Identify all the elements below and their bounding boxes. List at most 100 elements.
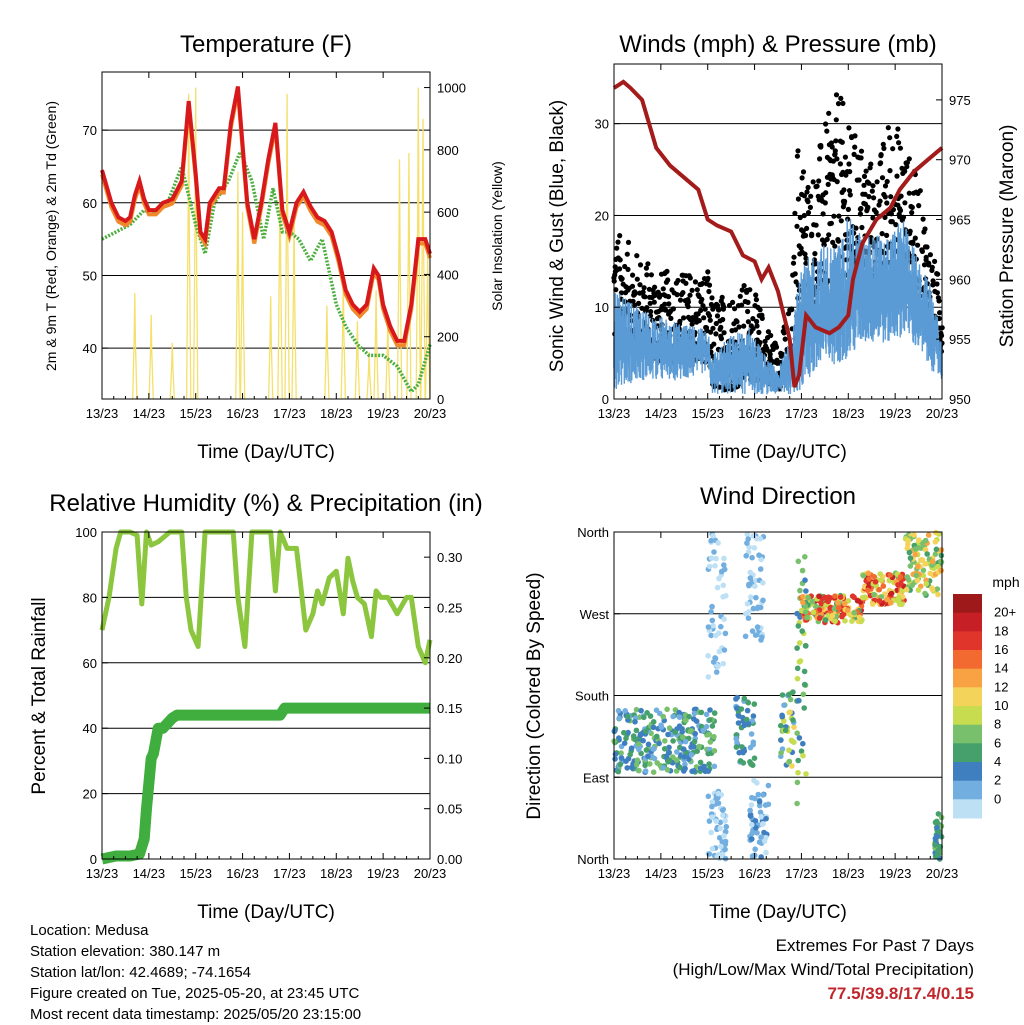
gust-point xyxy=(906,156,912,162)
direction-point xyxy=(683,717,689,724)
direction-point xyxy=(751,755,758,761)
direction-point xyxy=(712,563,718,569)
direction-point xyxy=(651,746,657,752)
gust-point xyxy=(750,326,756,332)
rh-xtick-label: 20/23 xyxy=(414,866,447,881)
gust-point xyxy=(897,145,904,151)
direction-point xyxy=(623,758,629,764)
precip-line xyxy=(100,702,430,865)
direction-point xyxy=(760,597,766,604)
direction-point xyxy=(711,748,718,754)
gust-point xyxy=(835,238,842,244)
direction-point xyxy=(876,598,883,604)
precip-ytick-label: 0.25 xyxy=(437,600,462,615)
direction-point xyxy=(907,555,914,561)
direction-point xyxy=(708,829,714,836)
gust-point xyxy=(644,305,650,311)
direction-point xyxy=(665,731,671,738)
direction-point xyxy=(717,819,724,826)
gust-point xyxy=(822,200,828,206)
gust-point xyxy=(937,310,943,316)
winds-title: Winds (mph) & Pressure (mb) xyxy=(619,31,936,58)
direction-point xyxy=(616,715,623,722)
temperature-xtick-label: 14/23 xyxy=(133,406,166,421)
direction-point xyxy=(920,572,927,579)
direction-point xyxy=(633,761,640,768)
colorbar-swatch xyxy=(953,650,982,670)
direction-point xyxy=(658,722,664,728)
gust-point xyxy=(768,332,774,339)
direction-point xyxy=(829,612,836,619)
gust-point xyxy=(838,95,844,101)
direction-point xyxy=(794,779,801,786)
gust-point xyxy=(629,283,636,289)
gust-point xyxy=(732,327,739,333)
direction-point xyxy=(816,593,822,600)
direction-point xyxy=(714,584,721,591)
temperature-xtick-label: 19/23 xyxy=(367,406,400,421)
direction-point xyxy=(706,563,713,570)
winds-panel: Winds (mph) & Pressure (mb) Sonic Wind &… xyxy=(547,31,1018,463)
gust-point xyxy=(756,329,762,335)
direction-point xyxy=(787,696,794,703)
gust-point xyxy=(624,251,630,257)
solar-ytick-label: 200 xyxy=(437,330,459,345)
solar-insolation-line xyxy=(235,171,241,400)
gust-point xyxy=(641,285,647,291)
direction-point xyxy=(662,738,668,744)
gust-point xyxy=(917,188,923,194)
gust-point xyxy=(721,304,727,310)
temperature-xlabel: Time (Day/UTC) xyxy=(197,442,335,463)
direction-point xyxy=(932,551,939,557)
temperature-ytick-label: 50 xyxy=(83,268,97,283)
direction-point xyxy=(860,572,867,579)
gust-point xyxy=(804,189,810,195)
direction-point xyxy=(666,744,672,751)
gust-point xyxy=(660,286,666,292)
gust-point xyxy=(675,277,681,284)
direction-point xyxy=(786,758,793,765)
direction-point xyxy=(718,568,725,575)
gust-point xyxy=(888,211,895,217)
gust-point xyxy=(795,282,801,288)
direction-point xyxy=(747,807,753,814)
gust-point xyxy=(805,199,811,205)
gust-point xyxy=(681,315,687,321)
gust-point xyxy=(842,198,848,204)
direction-point xyxy=(786,747,792,753)
gust-point xyxy=(885,125,891,131)
direction-point xyxy=(742,633,749,640)
direction-point xyxy=(713,669,720,675)
direction-point xyxy=(916,537,922,543)
direction-point xyxy=(758,556,764,563)
colorbar-swatch xyxy=(953,594,982,614)
gust-point xyxy=(790,260,797,266)
direction-point xyxy=(705,793,712,800)
gust-point xyxy=(805,184,811,191)
solar-insolation-line xyxy=(396,159,403,400)
gust-point xyxy=(687,292,693,298)
colorbar-label: 0 xyxy=(994,791,1001,806)
gust-point xyxy=(881,145,887,151)
direction-point xyxy=(797,587,803,594)
direction-point xyxy=(719,851,726,857)
gust-point xyxy=(713,331,719,337)
direction-point xyxy=(709,723,716,729)
gust-point xyxy=(930,278,936,284)
gust-point xyxy=(880,141,886,147)
gust-point xyxy=(619,276,625,282)
gust-point xyxy=(873,209,879,215)
rh-title: Relative Humidity (%) & Precipitation (i… xyxy=(49,490,482,517)
gust-point xyxy=(805,210,812,216)
gust-point xyxy=(617,257,623,263)
direction-point xyxy=(754,830,760,836)
gust-point xyxy=(800,169,807,175)
direction-point xyxy=(617,761,624,768)
gust-point xyxy=(831,213,837,219)
direction-point xyxy=(612,756,618,762)
precip-ytick-label: 0.00 xyxy=(437,852,462,867)
direction-point xyxy=(745,536,751,542)
direction-point xyxy=(935,847,941,854)
direction-point xyxy=(744,531,751,538)
direction-point xyxy=(696,743,702,750)
